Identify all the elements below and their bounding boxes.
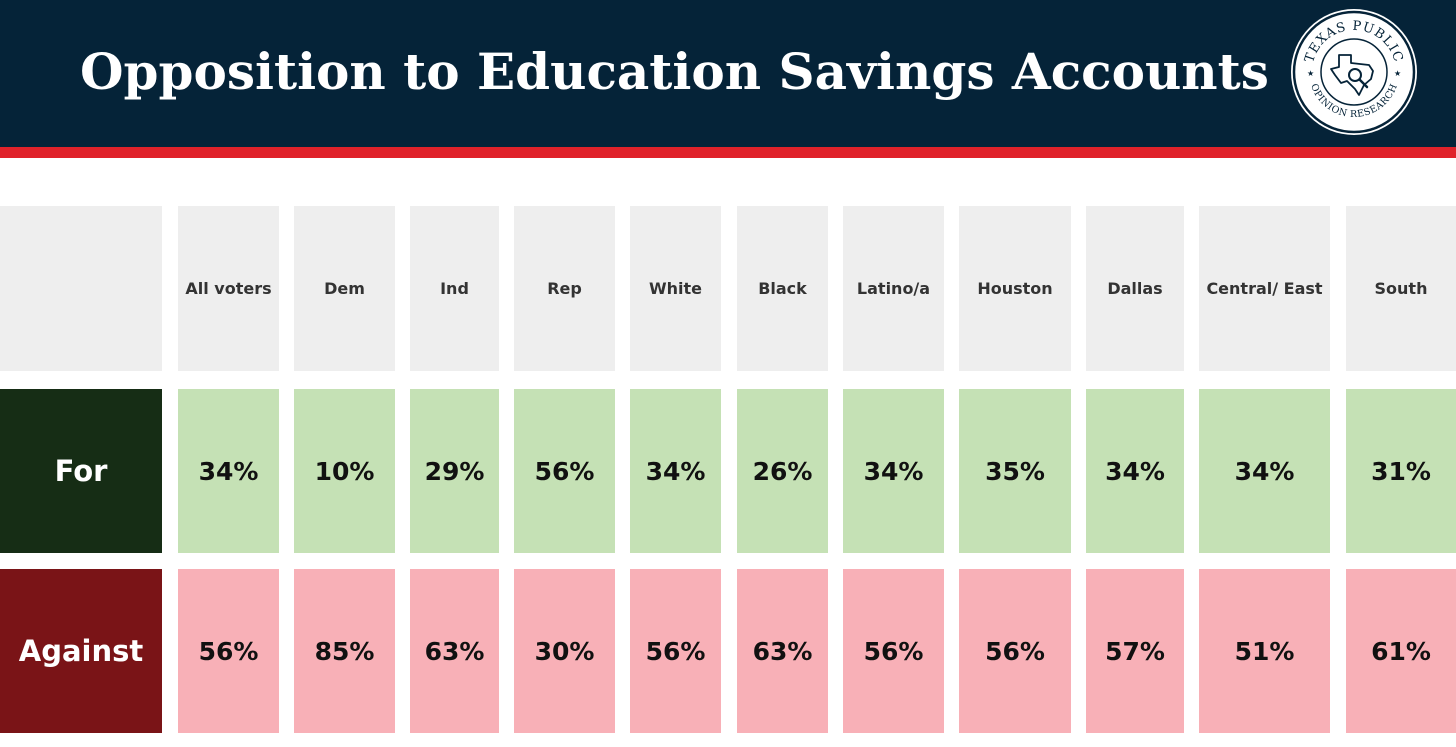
header-banner: Opposition to Education Savings Accounts… xyxy=(0,0,1456,147)
column-header: Latino/a xyxy=(843,206,944,371)
column-header: White xyxy=(630,206,721,371)
against-value-cell: 51% xyxy=(1199,569,1330,733)
against-value-cell: 56% xyxy=(630,569,721,733)
column-header: All voters xyxy=(178,206,279,371)
for-value-cell: 29% xyxy=(410,389,499,553)
row-label-against: Against xyxy=(0,569,162,733)
column-header: South xyxy=(1346,206,1456,371)
against-value-cell: 63% xyxy=(410,569,499,733)
for-value-cell: 34% xyxy=(1199,389,1330,553)
against-value-cell: 56% xyxy=(178,569,279,733)
against-value-cell: 30% xyxy=(514,569,615,733)
for-value-cell: 35% xyxy=(959,389,1071,553)
column-header: Rep xyxy=(514,206,615,371)
for-value-cell: 56% xyxy=(514,389,615,553)
svg-text:★: ★ xyxy=(1394,69,1401,78)
for-value-cell: 31% xyxy=(1346,389,1456,553)
against-value-cell: 85% xyxy=(294,569,395,733)
for-value-cell: 26% xyxy=(737,389,828,553)
against-value-cell: 63% xyxy=(737,569,828,733)
against-value-cell: 57% xyxy=(1086,569,1184,733)
texas-public-opinion-research-logo-icon: TEXAS PUBLIC OPINION RESEARCH ★ ★ xyxy=(1291,9,1417,135)
corner-empty-cell xyxy=(0,206,162,371)
for-value-cell: 34% xyxy=(843,389,944,553)
page-title: Opposition to Education Savings Accounts xyxy=(80,42,1269,101)
for-value-cell: 34% xyxy=(1086,389,1184,553)
svg-text:★: ★ xyxy=(1307,69,1314,78)
against-value-cell: 61% xyxy=(1346,569,1456,733)
column-header: Central/ East xyxy=(1199,206,1330,371)
for-value-cell: 34% xyxy=(630,389,721,553)
for-value-cell: 10% xyxy=(294,389,395,553)
column-header: Dem xyxy=(294,206,395,371)
column-header: Black xyxy=(737,206,828,371)
against-value-cell: 56% xyxy=(843,569,944,733)
for-value-cell: 34% xyxy=(178,389,279,553)
red-accent-bar xyxy=(0,147,1456,158)
column-header: Ind xyxy=(410,206,499,371)
against-value-cell: 56% xyxy=(959,569,1071,733)
row-label-for: For xyxy=(0,389,162,553)
column-header: Dallas xyxy=(1086,206,1184,371)
column-header: Houston xyxy=(959,206,1071,371)
